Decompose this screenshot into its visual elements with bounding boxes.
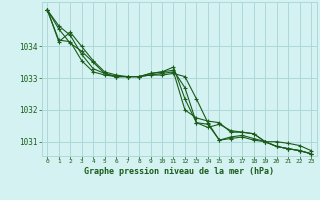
X-axis label: Graphe pression niveau de la mer (hPa): Graphe pression niveau de la mer (hPa) [84,167,274,176]
